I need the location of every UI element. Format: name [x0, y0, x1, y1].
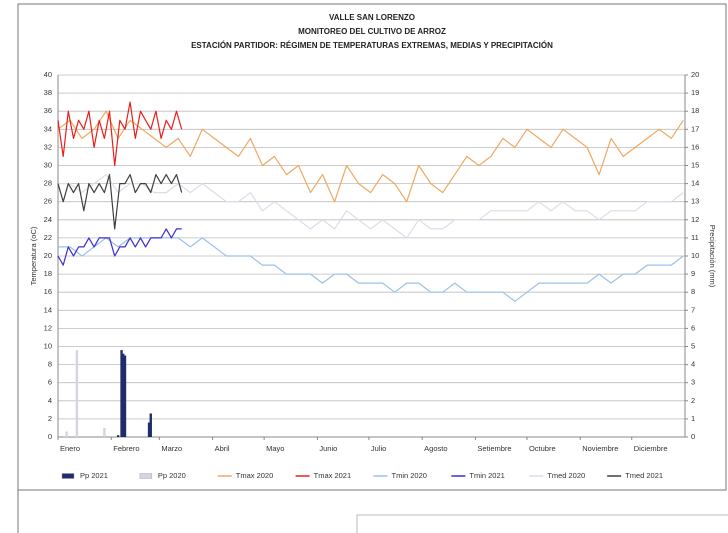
x-tick-label: Agosto: [424, 444, 447, 453]
y-tick-label: 16: [44, 287, 52, 296]
y-tick-label: 8: [48, 360, 52, 369]
line: [57, 101, 183, 167]
x-tick-label: Julio: [371, 444, 386, 453]
line: [57, 110, 684, 203]
next-chart-frame: [356, 514, 728, 533]
y-tick-label: 0: [48, 432, 52, 441]
chart-title: MONITOREO DEL CULTIVO DE ARROZ: [298, 27, 446, 36]
y-tick-label: 26: [44, 197, 52, 206]
y-tick-label: 20: [44, 251, 52, 260]
y2-tick-label: 2: [691, 396, 695, 405]
legend-label: Tmed 2020: [547, 471, 585, 480]
legend-label: Tmax 2020: [236, 471, 274, 480]
y-tick-label: 12: [44, 323, 52, 332]
y2-tick-label: 11: [691, 233, 699, 242]
legend-label: Tmax 2021: [314, 471, 352, 480]
y-tick-label: 30: [44, 160, 52, 169]
y-tick-label: 28: [44, 179, 52, 188]
bar: [120, 350, 123, 437]
legend-label: Tmin 2020: [392, 471, 427, 480]
legend-label: Pp 2020: [158, 471, 186, 480]
x-tick-label: Noviembre: [582, 444, 618, 453]
y2-tick-label: 18: [691, 106, 699, 115]
bar: [149, 413, 152, 437]
y2-tick-label: 4: [691, 360, 695, 369]
y-tick-label: 38: [44, 88, 52, 97]
y-axis-label: Temperatura (oC): [29, 226, 38, 285]
x-tick-label: Marzo: [161, 444, 182, 453]
y2-tick-label: 16: [691, 142, 699, 151]
legend-label: Pp 2021: [80, 471, 108, 480]
y2-tick-label: 13: [691, 197, 699, 206]
x-tick-label: Octubre: [529, 444, 556, 453]
x-tick-label: Abril: [215, 444, 230, 453]
y2-tick-label: 15: [691, 160, 699, 169]
y2-tick-label: 6: [691, 323, 695, 332]
y-tick-label: 14: [44, 305, 52, 314]
line: [58, 237, 684, 302]
chart-title: VALLE SAN LORENZO: [329, 13, 415, 22]
x-tick-label: Mayo: [266, 444, 284, 453]
legend-swatch: [61, 473, 75, 479]
y-tick-label: 36: [44, 106, 52, 115]
y2-tick-label: 12: [691, 215, 699, 224]
y2-tick-label: 8: [691, 287, 695, 296]
y-tick-label: 34: [44, 124, 52, 133]
line: [57, 228, 182, 266]
y2-tick-label: 19: [691, 88, 699, 97]
legend-swatch: [139, 473, 153, 479]
y2-tick-label: 10: [691, 251, 699, 260]
y-tick-label: 2: [48, 414, 52, 423]
line: [58, 174, 684, 239]
y2-tick-label: 3: [691, 378, 695, 387]
y2-tick-label: 20: [691, 70, 699, 79]
bar: [75, 350, 79, 437]
y2-axis-label: Precipitación (mm): [708, 225, 717, 288]
bar: [147, 422, 151, 437]
line: [57, 174, 183, 230]
y-tick-label: 10: [44, 341, 52, 350]
bar: [103, 427, 106, 437]
y2-tick-label: 17: [691, 124, 699, 133]
y-tick-label: 32: [44, 142, 52, 151]
legend-label: Tmed 2021: [625, 471, 663, 480]
y2-tick-label: 14: [691, 179, 699, 188]
bar: [123, 355, 127, 437]
legend-label: Tmin 2021: [469, 471, 504, 480]
y2-tick-label: 7: [691, 305, 695, 314]
y2-tick-label: 9: [691, 269, 695, 278]
x-tick-label: Junio: [319, 444, 337, 453]
y2-tick-label: 5: [691, 341, 695, 350]
x-tick-label: Setiembre: [477, 444, 511, 453]
bar: [116, 435, 120, 437]
bar: [65, 431, 68, 437]
y-tick-label: 40: [44, 70, 52, 79]
y-tick-label: 18: [44, 269, 52, 278]
x-tick-label: Diciembre: [634, 444, 668, 453]
x-tick-label: Febrero: [113, 444, 139, 453]
bar: [122, 353, 125, 437]
y-tick-label: 4: [48, 396, 52, 405]
y-tick-label: 22: [44, 233, 52, 242]
y2-tick-label: 1: [691, 414, 695, 423]
y-tick-label: 24: [44, 215, 52, 224]
chart-title: ESTACIÓN PARTIDOR: RÉGIMEN DE TEMPERATUR…: [191, 41, 553, 50]
y-tick-label: 6: [48, 378, 52, 387]
y2-tick-label: 0: [691, 432, 695, 441]
x-tick-label: Enero: [60, 444, 80, 453]
chart-frame: [17, 3, 727, 491]
